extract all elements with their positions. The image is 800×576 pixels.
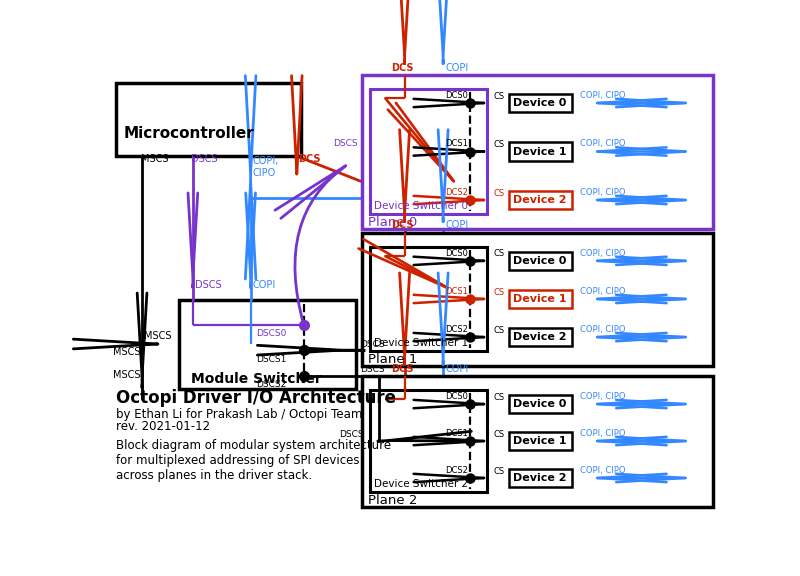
Text: Device 0: Device 0 [514, 399, 567, 409]
Text: DSCS0: DSCS0 [256, 329, 286, 339]
Text: Block diagram of modular system architecture
for multiplexed addressing of SPI d: Block diagram of modular system architec… [116, 439, 391, 482]
Text: COPI: COPI [446, 363, 469, 374]
Text: MSCS: MSCS [143, 331, 171, 342]
Text: CS: CS [493, 92, 504, 101]
Text: Plane 0: Plane 0 [369, 216, 418, 229]
Text: Device 0: Device 0 [514, 98, 567, 108]
Text: DSCS: DSCS [360, 365, 385, 374]
Text: CS: CS [493, 393, 504, 401]
Text: DSCS: DSCS [333, 139, 358, 147]
Bar [509, 290, 572, 308]
Text: DCS1: DCS1 [445, 429, 468, 438]
Text: CS: CS [493, 325, 504, 335]
Text: CS: CS [493, 249, 504, 259]
Text: COPI, CIPO: COPI, CIPO [580, 392, 626, 401]
Text: CS: CS [493, 140, 504, 149]
Text: Device Switcher 0: Device Switcher 0 [374, 201, 468, 211]
Text: COPI, CIPO: COPI, CIPO [580, 325, 626, 334]
Text: DSCS: DSCS [191, 154, 218, 164]
Text: DSCS: DSCS [339, 430, 364, 438]
Text: MSCS: MSCS [141, 154, 168, 164]
Text: DCS2: DCS2 [445, 188, 468, 197]
Text: Plane 1: Plane 1 [369, 353, 418, 366]
Text: COPI, CIPO: COPI, CIPO [580, 188, 626, 197]
Text: Device 1: Device 1 [514, 436, 567, 446]
Text: CS: CS [493, 467, 504, 476]
Text: CS: CS [493, 430, 504, 438]
Bar [362, 75, 713, 229]
Text: Device 1: Device 1 [514, 146, 567, 157]
Text: DCS2: DCS2 [445, 325, 468, 334]
Text: COPI, CIPO: COPI, CIPO [580, 249, 626, 257]
Bar [179, 300, 356, 389]
Text: COPI, CIPO: COPI, CIPO [580, 466, 626, 475]
Text: DSCS: DSCS [195, 280, 222, 290]
Text: DCS0: DCS0 [445, 91, 468, 100]
Bar [370, 89, 487, 214]
Bar [509, 191, 572, 209]
Text: COPI,
CIPO: COPI, CIPO [252, 156, 278, 178]
Text: Device 2: Device 2 [514, 332, 567, 342]
Text: DCS0: DCS0 [445, 249, 468, 257]
Text: DCS: DCS [390, 63, 414, 73]
Text: DCS2: DCS2 [445, 466, 468, 475]
Text: COPI: COPI [446, 221, 469, 230]
Text: Device 1: Device 1 [514, 294, 567, 304]
Text: DSCS1: DSCS1 [256, 355, 286, 364]
Text: COPI: COPI [253, 280, 276, 290]
Text: COPI, CIPO: COPI, CIPO [580, 139, 626, 148]
Bar [509, 469, 572, 487]
Text: DCS: DCS [298, 154, 321, 164]
Text: COPI, CIPO: COPI, CIPO [580, 429, 626, 438]
Text: DCS: DCS [390, 363, 414, 374]
Bar [509, 94, 572, 112]
Text: Device Switcher 1: Device Switcher 1 [374, 338, 468, 348]
Text: DCS1: DCS1 [445, 139, 468, 148]
Text: DSCS2: DSCS2 [256, 380, 286, 389]
Text: Microcontroller: Microcontroller [123, 126, 254, 141]
Text: Device Switcher 2: Device Switcher 2 [374, 479, 468, 489]
Text: Plane 2: Plane 2 [369, 494, 418, 507]
Bar [116, 83, 301, 156]
Text: COPI, CIPO: COPI, CIPO [580, 287, 626, 295]
Text: MSCS: MSCS [113, 370, 141, 380]
Text: COPI: COPI [446, 63, 469, 73]
Text: MSCS: MSCS [113, 347, 141, 357]
Bar [509, 328, 572, 346]
Bar [509, 142, 572, 161]
Bar [370, 390, 487, 492]
Bar [370, 247, 487, 351]
Bar [509, 252, 572, 270]
Bar [509, 395, 572, 414]
Text: Device 2: Device 2 [514, 195, 567, 205]
Text: COPI, CIPO: COPI, CIPO [580, 91, 626, 100]
Bar [362, 233, 713, 366]
Text: CS: CS [493, 188, 504, 198]
Text: Module Switcher: Module Switcher [190, 373, 322, 386]
Bar [362, 376, 713, 507]
Text: Device 2: Device 2 [514, 473, 567, 483]
Text: DCS1: DCS1 [445, 287, 468, 295]
Text: CS: CS [493, 287, 504, 297]
Text: DCS0: DCS0 [445, 392, 468, 401]
Text: Device 0: Device 0 [514, 256, 567, 266]
Text: DSCS: DSCS [360, 339, 385, 348]
Text: Octopi Driver I/O Architecture: Octopi Driver I/O Architecture [116, 389, 396, 407]
Text: by Ethan Li for Prakash Lab / Octopi Team: by Ethan Li for Prakash Lab / Octopi Tea… [116, 408, 362, 421]
Text: rev. 2021-01-12: rev. 2021-01-12 [116, 420, 210, 433]
Text: DCS: DCS [390, 221, 414, 230]
Bar [509, 432, 572, 450]
